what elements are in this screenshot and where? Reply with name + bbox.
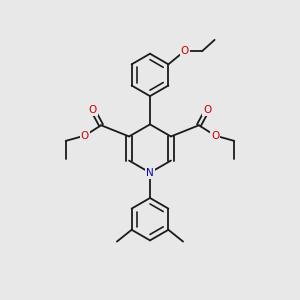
Text: N: N [146,168,154,178]
Text: O: O [81,130,89,141]
Text: O: O [180,46,189,56]
Text: O: O [89,105,97,115]
Text: O: O [203,105,211,115]
Text: O: O [211,130,219,141]
